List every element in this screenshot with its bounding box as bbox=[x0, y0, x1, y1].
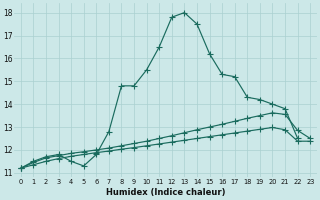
X-axis label: Humidex (Indice chaleur): Humidex (Indice chaleur) bbox=[106, 188, 225, 197]
